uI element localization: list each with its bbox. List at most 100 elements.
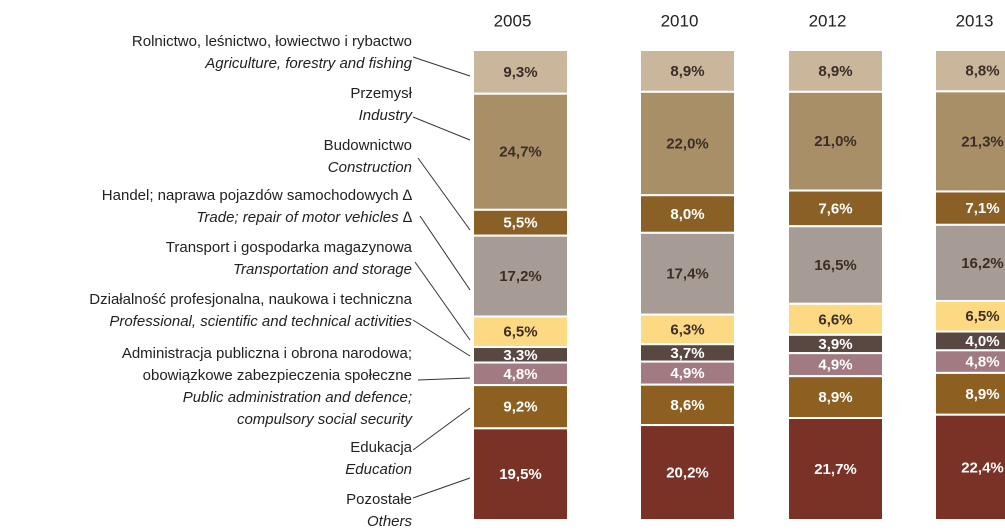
data-label: 9,2%	[503, 399, 537, 416]
bar-segment	[472, 315, 569, 349]
legend-entry: Przemysł Industry	[350, 83, 412, 127]
leader-lines	[412, 56, 471, 499]
bar-segment	[787, 417, 884, 522]
data-label: 16,2%	[961, 255, 1004, 272]
data-label: 8,0%	[670, 206, 704, 223]
data-label: 5,5%	[503, 215, 537, 232]
data-label: 6,5%	[503, 324, 537, 341]
legend-label-en: Education	[345, 461, 412, 478]
legend-label-en: Public administration and defence; compu…	[182, 389, 412, 428]
data-label: 7,6%	[818, 200, 852, 217]
legend-label: Przemysł	[350, 85, 412, 102]
legend-label-en: Professional, scientific and technical a…	[109, 313, 412, 330]
leader-line	[417, 377, 471, 381]
leader-line	[412, 56, 471, 77]
legend-label: Edukacja	[350, 439, 412, 456]
data-label: 6,3%	[670, 321, 704, 338]
bar-segment	[639, 424, 736, 521]
data-label: 4,8%	[503, 366, 537, 383]
data-label: 4,9%	[818, 357, 852, 374]
bar-segment	[787, 189, 884, 228]
leader-line	[419, 215, 471, 291]
legend-label-en: Transportation and storage	[233, 261, 412, 278]
x-tick-label: 2010	[661, 11, 699, 30]
data-label: 6,5%	[965, 308, 999, 325]
data-label: 17,4%	[666, 266, 709, 283]
data-label: 24,7%	[499, 144, 542, 161]
legend-label-en: Agriculture, forestry and fishing	[205, 55, 412, 72]
legend-label: Administracja publiczna i obrona narodow…	[121, 345, 412, 384]
data-label: 8,9%	[818, 389, 852, 406]
bar-segment	[639, 194, 736, 234]
leader-line	[414, 261, 471, 341]
legend-entry: Rolnictwo, leśnictwo, łowiectwo i rybact…	[132, 31, 412, 75]
legend-entry: Budownictwo Construction	[324, 135, 412, 179]
bar-segment	[472, 384, 569, 430]
x-tick-label: 2005	[494, 11, 532, 30]
leader-line	[412, 116, 471, 141]
bar-segment	[934, 190, 1005, 226]
bar-segment	[639, 49, 736, 93]
bar-segment	[472, 427, 569, 522]
bar-segment	[787, 302, 884, 336]
x-tick-label: 2012	[809, 11, 847, 30]
data-label: 3,7%	[670, 345, 704, 362]
legend-entry: Edukacja Education	[345, 437, 412, 481]
data-label: 8,9%	[818, 63, 852, 80]
leader-line	[412, 477, 471, 499]
data-label: 6,6%	[818, 311, 852, 328]
legend-label-en: Industry	[358, 107, 412, 124]
legend-label-en: Others	[366, 513, 412, 530]
data-label: 21,0%	[814, 133, 857, 150]
data-label: 3,9%	[818, 336, 852, 353]
x-tick-label: 2013	[956, 11, 994, 30]
legend-entry: Pozostałe Others	[346, 489, 412, 530]
legend-label-en: Trade; repair of motor vehicles ∆	[196, 209, 412, 226]
legend-entry: Działalność profesjonalna, naukowa i tec…	[89, 289, 412, 333]
bar-segment	[934, 90, 1005, 193]
legend-label: Pozostałe	[346, 491, 412, 508]
bar-segment	[787, 49, 884, 93]
legend-label: Handel; naprawa pojazdów samochodowych ∆	[101, 187, 412, 204]
bar-segment	[934, 413, 1005, 521]
leader-line	[417, 157, 471, 231]
data-label: 21,3%	[961, 133, 1004, 150]
legend-label: Rolnictwo, leśnictwo, łowiectwo i rybact…	[131, 33, 412, 50]
legend-entry: Transport i gospodarka magazynowa Transpo…	[166, 237, 412, 281]
data-label: 8,9%	[670, 63, 704, 80]
legend-entry: Handel; naprawa pojazdów samochodowych ∆…	[102, 185, 412, 229]
data-label: 4,8%	[965, 354, 999, 371]
data-label: 3,3%	[503, 347, 537, 364]
bar-segment	[787, 225, 884, 305]
data-label: 8,8%	[965, 63, 999, 80]
data-label: 19,5%	[499, 466, 542, 483]
legend-label: Transport i gospodarka magazynowa	[165, 239, 412, 256]
bar-segment	[934, 49, 1005, 93]
bar-segment	[472, 92, 569, 211]
data-label: 4,9%	[670, 365, 704, 382]
data-label: 7,1%	[965, 200, 999, 217]
data-label: 17,2%	[499, 268, 542, 285]
data-label: 21,7%	[814, 461, 857, 478]
legend-label: Budownictwo	[323, 137, 412, 154]
leader-line	[412, 407, 471, 451]
data-label: 20,2%	[666, 464, 709, 481]
data-label: 22,0%	[666, 135, 709, 152]
data-label: 9,3%	[503, 64, 537, 81]
data-label: 8,9%	[965, 386, 999, 403]
legend-label-en: Construction	[327, 159, 412, 176]
bar-segment	[639, 313, 736, 346]
bar-segment	[787, 375, 884, 420]
bar-segment	[639, 231, 736, 316]
data-label: 22,4%	[961, 459, 1004, 476]
leader-line	[412, 319, 471, 357]
bar-segment	[787, 90, 884, 192]
bar-segment	[934, 299, 1005, 333]
legend-entry: Administracja publiczna i obrona narodow…	[122, 343, 412, 431]
data-label: 16,5%	[814, 257, 857, 274]
data-label: 8,6%	[670, 397, 704, 414]
legend-label: Działalność profesjonalna, naukowa i tec…	[89, 291, 412, 308]
bar-segment	[639, 383, 736, 427]
